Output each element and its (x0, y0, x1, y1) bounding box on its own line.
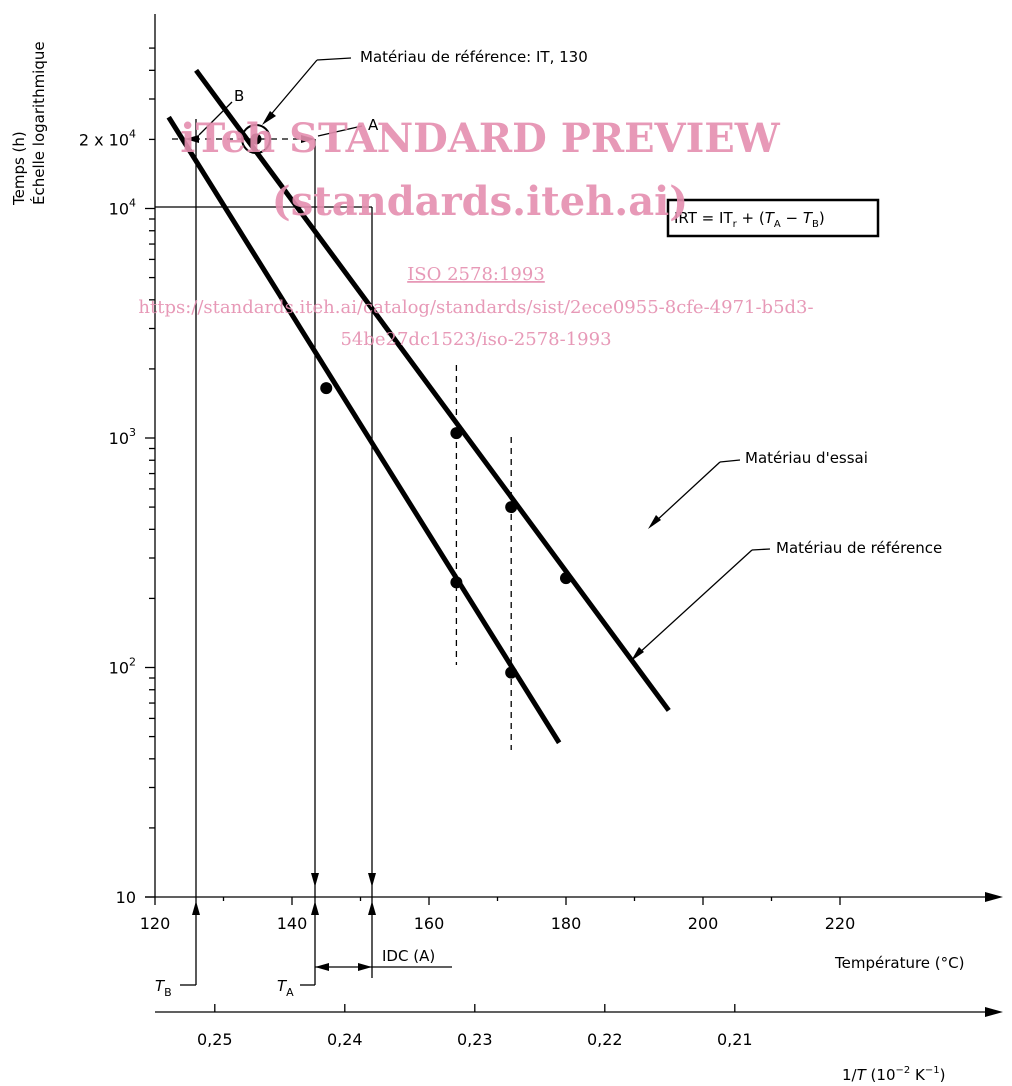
arrow-tb-up (192, 901, 200, 915)
arrow-ta-down (311, 873, 319, 887)
reference-point-dot (250, 133, 262, 145)
test-material-leader (719, 459, 741, 463)
reciprocal-tick-label: 0,23 (457, 1030, 493, 1049)
x-ticks-temperature: 120 140 160 180 200 220 (140, 897, 856, 933)
arrow-b-head (185, 135, 199, 143)
label-a-leader (317, 125, 363, 137)
reference-material-line (166, 115, 562, 745)
arrow-idc-down (368, 873, 376, 887)
arrow-a-head (301, 135, 315, 143)
idc-arrow-left (315, 963, 329, 971)
formula-box (666, 198, 880, 238)
test-material-arrow (648, 515, 661, 529)
x-tick-label: 120 (140, 914, 171, 933)
x-tick-label: 200 (688, 914, 719, 933)
reference-point-ring (241, 124, 271, 154)
watermark-subtitle: (standards.iteh.ai) (272, 178, 688, 225)
formula-text: IRT = ITr + (TA − TB) (674, 209, 825, 230)
ta-label: TA (277, 977, 294, 999)
y-tick-label: 2 x 104 (79, 127, 136, 149)
reciprocal-tick-label: 0,22 (587, 1030, 623, 1049)
test-material-point (560, 572, 572, 585)
y-ticks: 10 102 103 104 2 x 104 (79, 47, 155, 907)
watermark-title: iTeh STANDARD PREVIEW (180, 115, 781, 162)
x-ticks-reciprocal: 0,25 0,24 0,23 0,22 0,21 (197, 1004, 753, 1049)
reciprocal-tick-label: 0,25 (197, 1030, 233, 1049)
y-tick-label: 10 (116, 888, 136, 907)
x-tick-label: 180 (551, 914, 582, 933)
y-tick-label: 104 (109, 197, 136, 219)
reference-material-point (320, 382, 333, 395)
y-axis-title-line2: Échelle logarithmique (29, 41, 48, 205)
tb-label: TB (155, 977, 172, 999)
y-tick-label: 102 (109, 656, 136, 678)
label-b: B (234, 87, 244, 105)
x-tick-label: 220 (825, 914, 856, 933)
watermark-iso-link: ISO 2578:1993 (407, 264, 545, 285)
reference-point-leader-2 (267, 59, 318, 119)
x-axis-arrow (985, 892, 1003, 902)
watermark-url-line1: https://standards.iteh.ai/catalog/standa… (138, 297, 813, 318)
reciprocal-tick-label: 0,21 (717, 1030, 753, 1049)
ref-material-label: Matériau de référence (776, 539, 942, 557)
y-tick-label: 103 (109, 426, 136, 448)
reference-point-leader (316, 57, 352, 61)
x-tick-label: 140 (277, 914, 308, 933)
test-material-label: Matériau d'essai (745, 449, 868, 467)
x-tick-label: 160 (414, 914, 445, 933)
ref-material-leader-2 (637, 549, 753, 655)
y-axis-title-line1: Temps (h) (10, 131, 28, 206)
test-material-line (194, 68, 671, 712)
reciprocal-tick-label: 0,24 (327, 1030, 363, 1049)
ref-material-leader (751, 548, 771, 551)
idc-arrow-right (358, 963, 372, 971)
reference-material-point (450, 576, 463, 589)
x-axis-reciprocal-arrow (985, 1007, 1003, 1017)
x-axis-title-temperature: Température (°C) (834, 954, 964, 972)
test-material-leader-2 (654, 461, 721, 523)
arrow-ta-up (311, 901, 319, 915)
reference-point-arrow (262, 111, 276, 125)
x-axis-title-reciprocal: 1/T (10−2 K−1) (842, 1065, 945, 1084)
reference-point-label: Matériau de référence: IT, 130 (360, 48, 588, 66)
ref-material-arrow (631, 647, 644, 661)
watermark-url-line2: 54be27dc1523/iso-2578-1993 (340, 329, 611, 350)
series-group (166, 68, 671, 750)
arrow-idc-up (368, 901, 376, 915)
idc-label: IDC (A) (382, 947, 435, 965)
label-a: A (368, 116, 379, 134)
